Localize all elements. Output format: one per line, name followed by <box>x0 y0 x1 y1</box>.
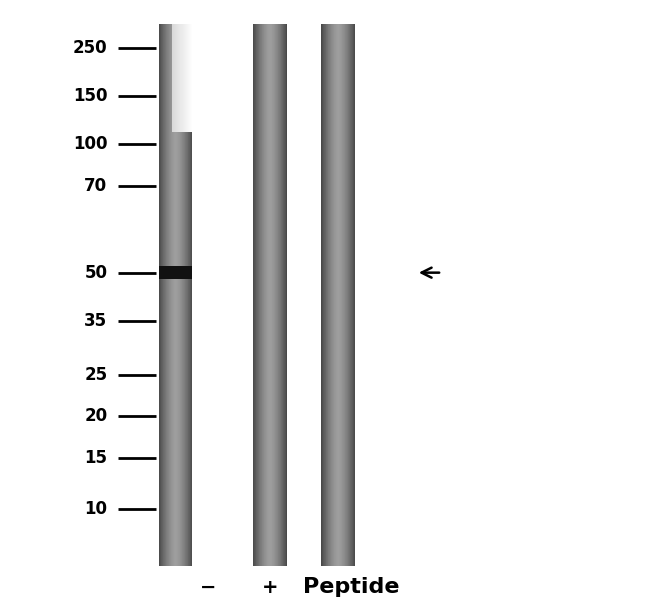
Bar <box>192 24 253 566</box>
Text: +: + <box>261 578 278 597</box>
Text: Peptide: Peptide <box>303 577 399 597</box>
Bar <box>287 24 321 566</box>
Text: 250: 250 <box>73 39 107 57</box>
Text: 15: 15 <box>84 449 107 467</box>
Text: 100: 100 <box>73 135 107 153</box>
Text: −: − <box>200 578 216 597</box>
Text: 150: 150 <box>73 87 107 105</box>
Text: 25: 25 <box>84 365 107 383</box>
Text: 50: 50 <box>84 263 107 281</box>
Text: 35: 35 <box>84 311 107 329</box>
Text: 20: 20 <box>84 407 107 425</box>
Bar <box>159 266 192 279</box>
Text: 10: 10 <box>84 500 107 518</box>
Text: 70: 70 <box>84 177 107 195</box>
